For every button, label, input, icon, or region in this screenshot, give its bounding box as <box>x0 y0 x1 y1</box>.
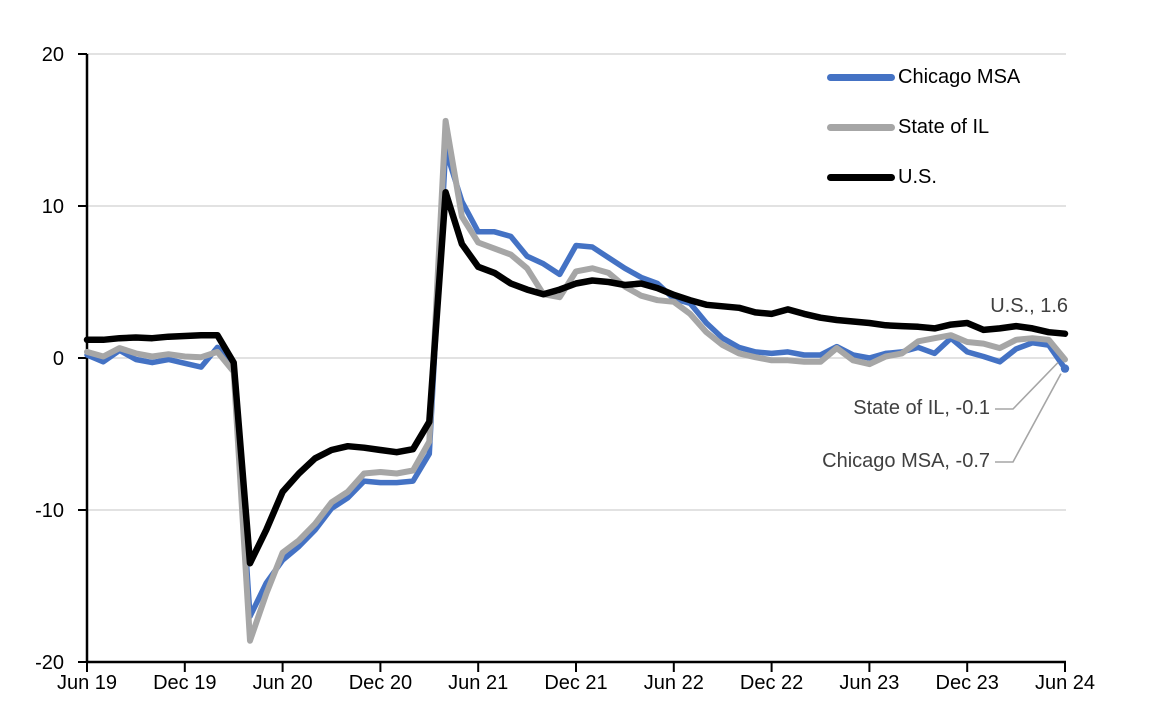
x-axis-tick-label: Jun 23 <box>839 672 899 694</box>
x-axis-tick-label: Jun 24 <box>1035 672 1095 694</box>
y-axis-tick-label: -20 <box>35 652 64 674</box>
x-axis-tick-label: Jun 20 <box>253 672 313 694</box>
legend-swatch-state-of-il <box>827 123 895 131</box>
legend-item-us: U.S. <box>827 164 1020 190</box>
x-axis-tick-label: Dec 23 <box>936 672 999 694</box>
y-axis-tick-label: 10 <box>42 196 64 218</box>
x-axis-tick-label: Jun 22 <box>644 672 704 694</box>
x-axis-tick-label: Jun 19 <box>57 672 117 694</box>
x-axis-tick-label: Dec 21 <box>544 672 607 694</box>
y-axis-tick-label: -10 <box>35 500 64 522</box>
annotation-us-end-value: U.S., 1.6 <box>990 295 1068 317</box>
legend-label-us: U.S. <box>898 166 937 188</box>
y-axis-tick-label: 20 <box>42 44 64 66</box>
x-axis-tick-label: Jun 21 <box>448 672 508 694</box>
legend-label-state-of-il: State of IL <box>898 116 990 138</box>
x-axis-tick-label: Dec 22 <box>740 672 803 694</box>
legend-item-state-of-il: State of IL <box>827 114 1020 140</box>
legend-swatch-chicago-msa <box>827 73 895 81</box>
legend-swatch-us <box>827 173 895 181</box>
x-axis-tick-label: Dec 19 <box>153 672 216 694</box>
annotation-chicago-msa-end-value: Chicago MSA, -0.7 <box>822 450 990 472</box>
leader-line-state-of-il <box>995 361 1059 410</box>
series-line-u-s- <box>83 189 1069 567</box>
legend-label-chicago-msa: Chicago MSA <box>898 66 1021 88</box>
leader-line-chicago-msa <box>995 373 1062 463</box>
y-axis-tick-label: 0 <box>53 348 64 370</box>
chicago-msa-endpoint-marker <box>1060 364 1070 373</box>
legend-item-chicago-msa: Chicago MSA <box>827 64 1020 90</box>
legend: Chicago MSA State of IL U.S. <box>827 64 1020 214</box>
series-line-state-of-il <box>84 117 1068 644</box>
annotation-state-of-il-end-value: State of IL, -0.1 <box>853 397 990 419</box>
x-axis-tick-label: Dec 20 <box>349 672 412 694</box>
